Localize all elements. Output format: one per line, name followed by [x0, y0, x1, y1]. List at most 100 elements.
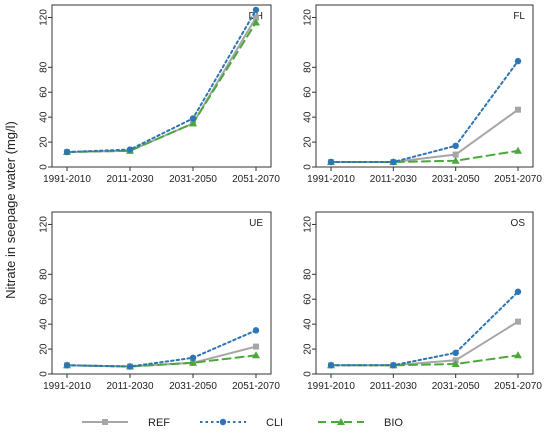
- plot-frame: [315, 4, 534, 168]
- data-point-cli: [63, 362, 71, 369]
- x-tick-label: 2031-2050: [169, 174, 217, 185]
- series-cli: [63, 327, 260, 370]
- y-tick-label: 0: [39, 371, 50, 377]
- x-tick-label: 1991-2010: [307, 381, 355, 392]
- series-line-cli: [66, 329, 257, 368]
- y-tick-label: 60: [303, 86, 314, 98]
- legend-item-ref: REF: [82, 417, 170, 429]
- series-line-cli: [330, 290, 519, 367]
- series-line-cli: [66, 8, 257, 154]
- x-tick-label: 2031-2050: [432, 381, 480, 392]
- data-point-cli: [189, 115, 197, 122]
- plot-frame: [51, 211, 272, 375]
- series-line-ref: [66, 16, 257, 154]
- series-line-bio: [330, 354, 519, 367]
- y-tick-label: 60: [39, 293, 50, 305]
- y-tick-label: 0: [303, 164, 314, 170]
- legend-marker: [102, 419, 108, 425]
- data-point-bio: [189, 119, 197, 127]
- y-tick-label: 20: [303, 343, 314, 355]
- legend-marker: [337, 418, 345, 425]
- x-tick-label: 1991-2010: [43, 381, 91, 392]
- panels: 0 20 40 60 80 120 1991-2010 2011-2030 2031-2050 2…: [39, 4, 542, 392]
- data-point-ref: [253, 343, 259, 350]
- x-tick-label: 2031-2050: [169, 381, 217, 392]
- data-point-cli: [252, 6, 260, 14]
- panel-label: FL: [513, 11, 525, 22]
- y-tick-label: 20: [39, 136, 50, 148]
- data-point-cli: [390, 158, 397, 166]
- x-tick-label: 2011-2030: [370, 174, 418, 185]
- legend-marker: [219, 418, 227, 426]
- data-point-cli: [327, 158, 335, 166]
- data-point-cli: [189, 354, 197, 361]
- panel-fl: 0 20 40 60 80 120 1991-2010 2011-2030 2031-2050 2…: [303, 4, 542, 185]
- x-tick-label: 2011-2030: [106, 381, 154, 392]
- legend-label: REF: [148, 417, 170, 429]
- y-tick-label: 40: [39, 318, 50, 330]
- data-point-cli: [252, 327, 260, 334]
- series-cli: [327, 288, 522, 369]
- data-point-bio: [514, 146, 522, 154]
- x-tick-label: 2051-2070: [232, 381, 280, 392]
- data-point-ref: [515, 106, 521, 113]
- plot-frame: [51, 4, 272, 168]
- series-ref: [328, 106, 521, 166]
- data-point-bio: [189, 358, 197, 366]
- x-tick-label: 1991-2010: [307, 174, 355, 185]
- series-line-bio: [330, 149, 519, 164]
- x-tick-label: 2051-2070: [494, 381, 542, 392]
- data-point-cli: [514, 288, 522, 295]
- series-bio: [63, 18, 260, 156]
- x-tick-label: 2051-2070: [494, 174, 542, 185]
- data-point-ref: [452, 151, 459, 158]
- data-point-bio: [451, 360, 460, 368]
- x-tick-label: 2031-2050: [432, 174, 480, 185]
- panel-ue: 0 20 40 60 80 120 1991-2010 2011-2030 2031-2050 2…: [39, 211, 280, 392]
- series-line-bio: [66, 21, 257, 154]
- data-point-cli: [327, 362, 335, 369]
- panel-dh: 0 20 40 60 80 120 1991-2010 2011-2030 2031-2050 2…: [39, 4, 280, 185]
- data-point-bio: [252, 18, 260, 26]
- y-tick-label: 80: [303, 268, 314, 280]
- series-ref: [328, 318, 521, 369]
- y-tick-label: 0: [39, 164, 50, 170]
- legend-label: CLI: [266, 417, 283, 429]
- data-point-cli: [514, 57, 522, 65]
- y-tick-label: 80: [39, 61, 50, 73]
- y-tick-label: 0: [303, 371, 314, 377]
- data-point-ref: [253, 14, 259, 21]
- series-line-bio: [66, 354, 257, 368]
- y-tick-label: 60: [303, 293, 314, 305]
- panel-label: UE: [249, 218, 263, 229]
- data-point-cli: [126, 146, 134, 153]
- legend-item-bio: BIO: [318, 417, 403, 429]
- panel-os: 0 20 40 60 80 120 1991-2010 2011-2030 2031-2050 2…: [303, 211, 542, 392]
- data-point-cli: [452, 349, 459, 357]
- x-tick-label: 2051-2070: [232, 174, 280, 185]
- y-tick-label: 120: [303, 216, 314, 233]
- series-cli: [327, 57, 522, 166]
- data-point-cli: [390, 362, 397, 369]
- y-tick-label: 40: [39, 111, 50, 123]
- series-cli: [63, 6, 260, 156]
- data-point-ref: [515, 318, 521, 325]
- y-tick-label: 40: [303, 111, 314, 123]
- y-tick-label: 120: [39, 216, 50, 233]
- legend-item-cli: CLI: [200, 417, 283, 429]
- legend-label: BIO: [384, 417, 403, 429]
- data-point-cli: [126, 363, 134, 370]
- y-tick-label: 60: [39, 86, 50, 98]
- data-point-cli: [63, 148, 71, 156]
- series-line-ref: [66, 345, 257, 368]
- series-line-cli: [330, 60, 519, 164]
- y-tick-label: 80: [303, 61, 314, 73]
- y-tick-label: 20: [39, 343, 50, 355]
- legend: REF CLI BIO: [82, 417, 403, 429]
- x-tick-label: 2011-2030: [370, 381, 418, 392]
- data-point-bio: [514, 351, 522, 359]
- y-tick-label: 40: [303, 318, 314, 330]
- y-tick-label: 120: [39, 9, 50, 26]
- panel-label: OS: [511, 218, 526, 229]
